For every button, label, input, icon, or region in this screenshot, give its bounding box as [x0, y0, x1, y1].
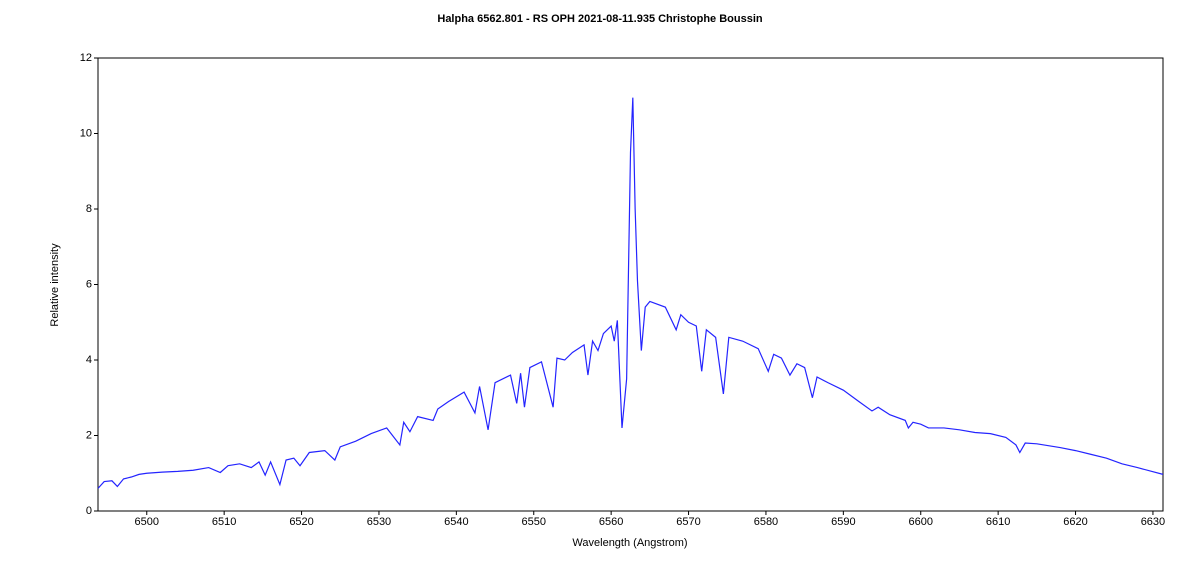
y-tick-label: 6: [86, 278, 92, 290]
x-tick-label: 6530: [367, 516, 391, 528]
y-tick-label: 12: [80, 52, 92, 64]
x-tick-label: 6590: [831, 516, 855, 528]
x-tick-label: 6520: [289, 516, 313, 528]
x-tick-label: 6550: [522, 516, 546, 528]
y-tick-label: 4: [86, 354, 92, 366]
x-tick-label: 6620: [1063, 516, 1087, 528]
x-tick-label: 6600: [909, 516, 933, 528]
x-tick-label: 6510: [212, 516, 236, 528]
x-tick-label: 6580: [754, 516, 778, 528]
x-tick-label: 6540: [444, 516, 468, 528]
x-tick-label: 6570: [676, 516, 700, 528]
plot-frame: [97, 57, 1164, 512]
x-tick-label: 6610: [986, 516, 1010, 528]
x-tick-label: 6630: [1141, 516, 1165, 528]
y-tick-label: 2: [86, 429, 92, 441]
y-tick-label: 10: [80, 127, 92, 139]
y-tick-label: 0: [86, 505, 92, 517]
spectrum-line: [97, 97, 1164, 489]
y-tick-label: 8: [86, 203, 92, 215]
y-axis-label: Relative intensity: [49, 243, 61, 327]
chart-title: Halpha 6562.801 - RS OPH 2021-08-11.935 …: [437, 13, 763, 25]
x-tick-label: 6560: [599, 516, 623, 528]
x-tick-label: 6500: [135, 516, 159, 528]
x-axis-label: Wavelength (Angstrom): [572, 537, 687, 549]
